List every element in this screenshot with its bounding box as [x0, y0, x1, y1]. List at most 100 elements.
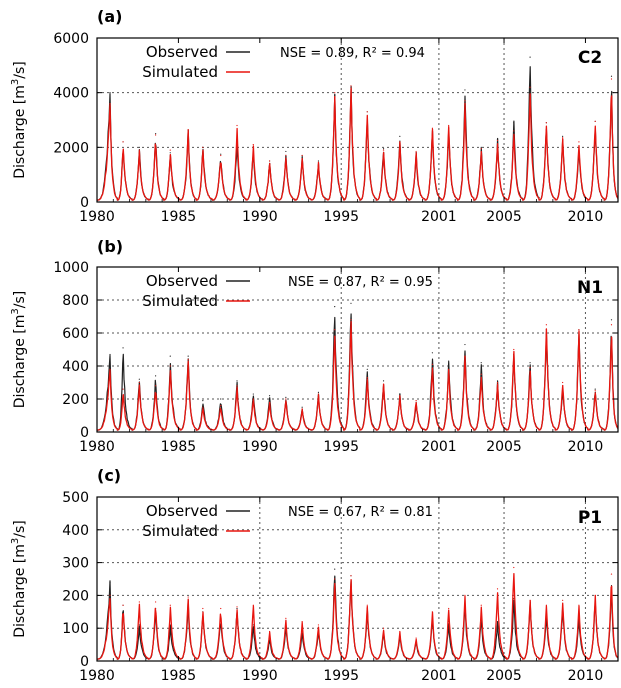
- peak-point-simulated: [366, 111, 368, 113]
- station-label: N1: [577, 278, 603, 298]
- x-tick-label: 2001: [421, 668, 457, 684]
- peak-point-observed: [301, 406, 303, 408]
- peak-point-simulated: [301, 621, 303, 623]
- stats-annotation: NSE = 0.67, R² = 0.81: [288, 505, 433, 520]
- peak-point-simulated: [220, 607, 222, 610]
- peak-point-simulated: [545, 604, 547, 606]
- peak-point-simulated: [138, 149, 140, 151]
- y-tick-label: 200: [62, 392, 89, 408]
- peak-point-simulated: [169, 149, 171, 151]
- peak-point-simulated: [496, 588, 499, 590]
- peak-point-simulated: [545, 122, 547, 124]
- y-tick-label: 400: [62, 359, 89, 375]
- peak-point-simulated: [578, 604, 580, 606]
- peak-point-simulated: [285, 398, 287, 400]
- peak-point-observed: [220, 153, 222, 155]
- peak-point-simulated: [187, 358, 189, 360]
- series-line-simulated: [97, 321, 618, 431]
- peak-point-observed: [268, 395, 271, 397]
- series-line-simulated: [97, 573, 618, 660]
- peak-point-observed: [480, 146, 482, 148]
- peak-point-simulated: [155, 134, 157, 136]
- x-tick-label: 2010: [568, 439, 604, 455]
- peak-point-simulated: [187, 128, 189, 131]
- peak-point-observed: [138, 378, 140, 380]
- peak-point-simulated: [464, 100, 466, 102]
- peak-point-observed: [496, 138, 499, 140]
- y-tick-label: 400: [62, 523, 89, 539]
- legend-label-simulated: Simulated: [142, 522, 218, 540]
- x-tick-label: 1980: [79, 668, 115, 684]
- peak-point-observed: [562, 135, 564, 137]
- peak-point-observed: [431, 352, 433, 354]
- peak-point-simulated: [480, 373, 482, 375]
- peak-point-simulated: [431, 127, 433, 129]
- peak-point-observed: [109, 353, 111, 356]
- peak-point-observed: [334, 568, 336, 570]
- peak-point-simulated: [399, 395, 401, 397]
- peak-point-simulated: [138, 381, 140, 384]
- panel-n1: 0 200 400 600 800 1000 1980 1985 1990 1995 2001 200…: [10, 237, 619, 455]
- peak-point-observed: [464, 343, 466, 346]
- peak-point-observed: [220, 398, 222, 400]
- peak-point-observed: [285, 150, 287, 153]
- peak-point-simulated: [252, 144, 254, 146]
- x-tick-label: 2005: [486, 668, 522, 684]
- peak-point-observed: [513, 122, 515, 124]
- y-tick-label: 300: [62, 556, 89, 572]
- peak-point-simulated: [578, 329, 580, 331]
- peak-point-simulated: [448, 368, 450, 370]
- peak-point-observed: [366, 368, 368, 370]
- peak-point-simulated: [594, 120, 596, 122]
- peak-point-simulated: [448, 124, 450, 127]
- x-tick-label: 1985: [161, 668, 197, 684]
- x-tick-label: 1990: [242, 668, 278, 684]
- peak-point-simulated: [382, 627, 385, 629]
- peak-point-simulated: [513, 566, 515, 569]
- peak-point-simulated: [480, 604, 482, 606]
- peak-point-simulated: [610, 78, 613, 80]
- peak-point-simulated: [268, 160, 271, 162]
- peak-point-simulated: [301, 154, 303, 157]
- peak-point-simulated: [317, 393, 320, 395]
- peak-point-simulated: [202, 607, 204, 610]
- peak-point-observed: [138, 146, 140, 148]
- peak-point-observed: [399, 393, 401, 395]
- y-tick-label: 0: [80, 654, 89, 670]
- peak-point-simulated: [155, 601, 157, 603]
- series-line-observed: [97, 575, 618, 660]
- peak-point-simulated: [155, 385, 157, 387]
- peak-point-simulated: [464, 594, 466, 597]
- peak-point-observed: [610, 75, 613, 77]
- peak-point-observed: [202, 400, 204, 402]
- y-tick-label: 1000: [53, 260, 89, 276]
- y-tick-label: 800: [62, 293, 89, 309]
- x-tick-label: 2005: [486, 209, 522, 225]
- peak-point-simulated: [562, 381, 564, 384]
- x-tick-label: 2010: [568, 209, 604, 225]
- peak-point-observed: [334, 94, 336, 96]
- peak-point-simulated: [109, 368, 111, 370]
- peak-point-simulated: [350, 575, 352, 577]
- peak-point-observed: [350, 302, 352, 304]
- y-tick-label: 100: [62, 621, 89, 637]
- panel-label: (a): [97, 7, 122, 26]
- peak-point-simulated: [220, 405, 222, 407]
- peak-point-simulated: [169, 365, 171, 367]
- peak-point-observed: [594, 388, 596, 390]
- y-tick-label: 6000: [53, 31, 89, 47]
- peak-point-observed: [610, 319, 613, 321]
- peak-point-simulated: [399, 630, 401, 633]
- peak-point-simulated: [109, 103, 111, 105]
- peak-point-simulated: [122, 141, 124, 143]
- y-tick-label: 600: [62, 326, 89, 342]
- peak-point-simulated: [415, 150, 417, 153]
- series-line-observed: [97, 66, 618, 201]
- peak-point-simulated: [496, 139, 499, 142]
- peak-point-observed: [334, 306, 336, 308]
- peak-point-observed: [529, 362, 531, 364]
- peak-point-observed: [187, 355, 189, 357]
- peak-point-simulated: [545, 324, 547, 326]
- stats-annotation: NSE = 0.89, R² = 0.94: [280, 46, 425, 61]
- peak-point-observed: [169, 355, 171, 357]
